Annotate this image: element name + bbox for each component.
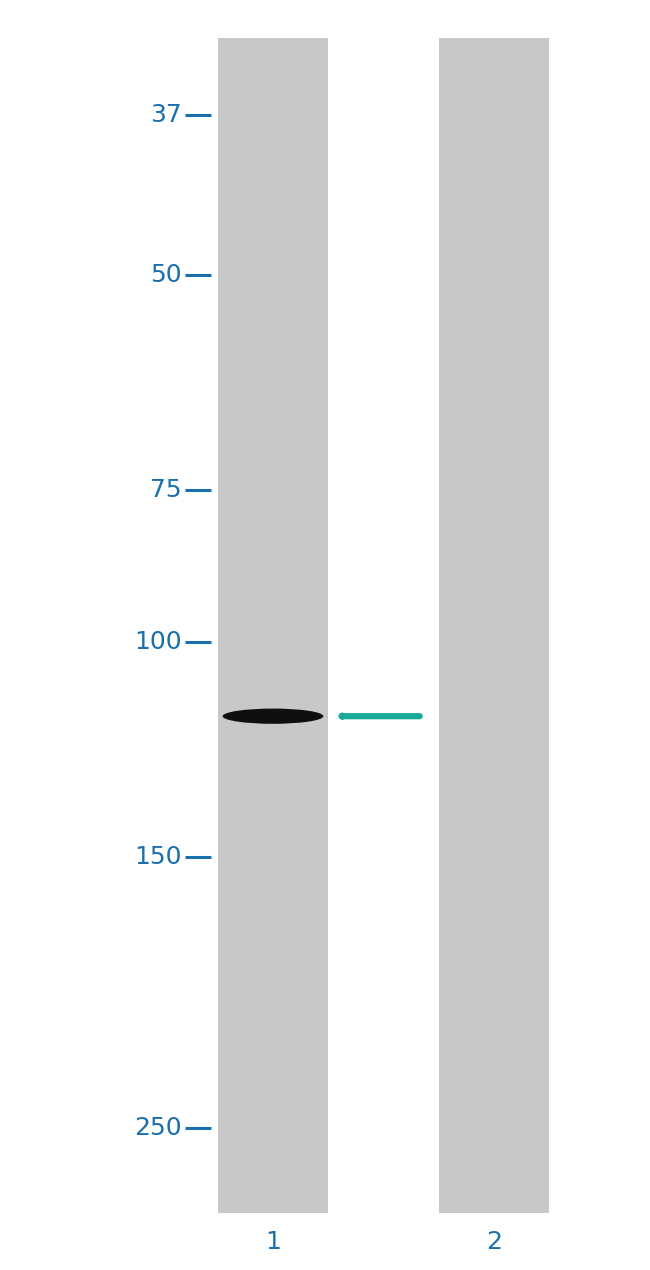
Text: 150: 150 <box>135 845 182 869</box>
Text: 75: 75 <box>150 478 182 502</box>
Bar <box>218 38 328 1213</box>
Ellipse shape <box>222 709 324 724</box>
Text: 37: 37 <box>150 103 182 127</box>
Text: 50: 50 <box>150 263 182 287</box>
Text: 250: 250 <box>135 1116 182 1139</box>
Text: 2: 2 <box>486 1231 502 1253</box>
Bar <box>439 38 549 1213</box>
Text: 1: 1 <box>265 1231 281 1253</box>
Text: 100: 100 <box>135 630 182 654</box>
